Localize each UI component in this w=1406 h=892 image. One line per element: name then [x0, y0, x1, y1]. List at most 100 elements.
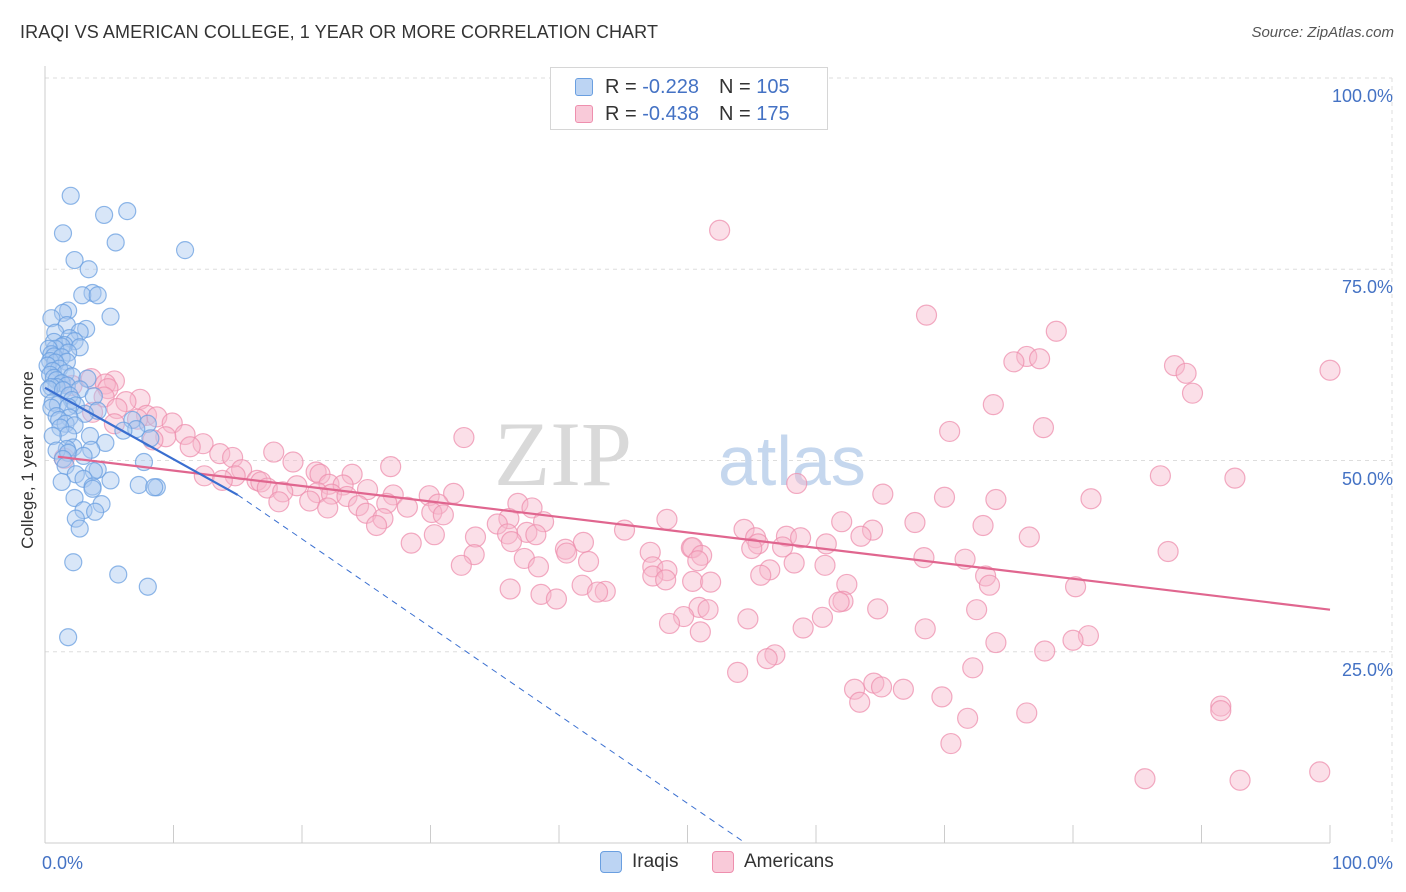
point-americans	[861, 519, 884, 541]
point-iraqis	[83, 479, 102, 498]
legend-r-americans: -0.438	[642, 102, 699, 125]
legend-swatch-americans	[575, 105, 593, 123]
series-iraqis	[38, 186, 195, 647]
point-americans	[556, 542, 578, 564]
point-iraqis	[66, 509, 85, 528]
point-americans	[811, 606, 834, 628]
point-americans	[978, 574, 1001, 596]
point-americans	[957, 707, 979, 729]
point-americans	[682, 537, 704, 559]
point-iraqis	[175, 241, 195, 260]
point-americans	[850, 525, 872, 547]
point-americans	[982, 394, 1004, 416]
y-tick-label-75: 75.0%	[1341, 277, 1393, 298]
point-americans	[222, 446, 244, 469]
legend-row-iraqis: R = -0.228 N = 105	[575, 75, 790, 99]
point-iraqis	[74, 446, 93, 466]
point-iraqis	[42, 377, 61, 397]
point-americans	[655, 569, 677, 591]
point-americans	[658, 612, 681, 635]
point-americans	[1149, 465, 1171, 487]
point-iraqis	[73, 286, 92, 305]
point-iraqis	[95, 205, 114, 225]
point-americans	[931, 686, 953, 708]
point-americans	[836, 573, 858, 596]
y-tick-label-25: 25.0%	[1341, 659, 1393, 680]
legend-r-label: R =	[605, 102, 637, 125]
point-americans	[831, 511, 853, 533]
trendline-iraqis	[44, 386, 239, 496]
point-iraqis	[65, 416, 84, 435]
point-americans	[516, 521, 538, 544]
point-americans	[727, 661, 749, 684]
point-americans	[299, 490, 321, 512]
point-americans	[594, 580, 616, 602]
point-iraqis	[84, 462, 103, 481]
legend: R = -0.228 N = 105 R = -0.438 N = 175	[550, 67, 828, 130]
point-americans	[1064, 576, 1087, 598]
trendlines	[44, 386, 1331, 844]
point-americans	[783, 552, 805, 574]
point-americans	[756, 648, 778, 670]
point-americans	[904, 511, 926, 534]
legend-swatch-iraqis	[575, 78, 593, 96]
point-americans	[341, 463, 363, 485]
point-americans	[709, 219, 731, 241]
point-iraqis	[106, 233, 125, 252]
point-americans	[464, 526, 487, 548]
legend-n-americans: 175	[756, 102, 790, 125]
point-americans	[1134, 768, 1156, 790]
point-iraqis	[84, 387, 103, 406]
point-americans	[499, 578, 521, 600]
bottom-legend-swatch-americans	[712, 851, 734, 873]
x-tick-label-min: 0.0%	[42, 853, 84, 873]
point-americans	[155, 426, 177, 448]
point-americans	[380, 456, 402, 478]
point-americans	[1163, 355, 1186, 377]
bottom-legend-swatch-iraqis	[600, 851, 622, 873]
point-americans	[687, 550, 709, 572]
point-iraqis	[65, 488, 84, 508]
source-label: Source: ZipAtlas.com	[1251, 24, 1394, 41]
bottom-legend-americans: Americans	[712, 851, 834, 873]
point-americans	[1175, 362, 1197, 384]
point-iraqis	[109, 565, 128, 584]
point-americans	[396, 496, 418, 518]
point-americans	[365, 514, 388, 537]
point-americans	[985, 631, 1007, 654]
point-americans	[688, 596, 710, 618]
point-iraqis	[70, 338, 89, 357]
bottom-legend: Iraqis Americans	[0, 851, 1406, 877]
point-americans	[1319, 359, 1341, 381]
point-americans	[1032, 417, 1055, 439]
point-americans	[673, 605, 695, 628]
point-iraqis	[64, 553, 83, 572]
point-americans	[179, 436, 201, 458]
point-americans	[305, 461, 327, 483]
y-tick-label-50: 50.0%	[1341, 468, 1393, 489]
watermark-atlas: atlas	[718, 422, 866, 500]
point-americans	[1181, 382, 1204, 404]
point-americans	[317, 497, 339, 519]
point-iraqis	[138, 414, 157, 433]
point-americans	[697, 599, 719, 621]
point-americans	[966, 599, 988, 621]
point-americans	[962, 657, 984, 679]
legend-r-label: R =	[605, 75, 637, 98]
point-americans	[867, 598, 889, 620]
point-iraqis	[70, 519, 89, 538]
point-americans	[849, 691, 871, 713]
point-americans	[1018, 526, 1040, 548]
point-iraqis	[86, 502, 105, 521]
point-americans	[1016, 702, 1038, 724]
point-americans	[940, 732, 962, 755]
point-americans	[268, 491, 290, 513]
point-americans	[786, 472, 808, 495]
point-americans	[423, 524, 445, 546]
point-americans	[741, 537, 763, 560]
point-americans	[985, 488, 1007, 511]
legend-n-label: N =	[718, 102, 751, 125]
point-iraqis	[43, 426, 62, 446]
point-iraqis	[101, 307, 120, 326]
